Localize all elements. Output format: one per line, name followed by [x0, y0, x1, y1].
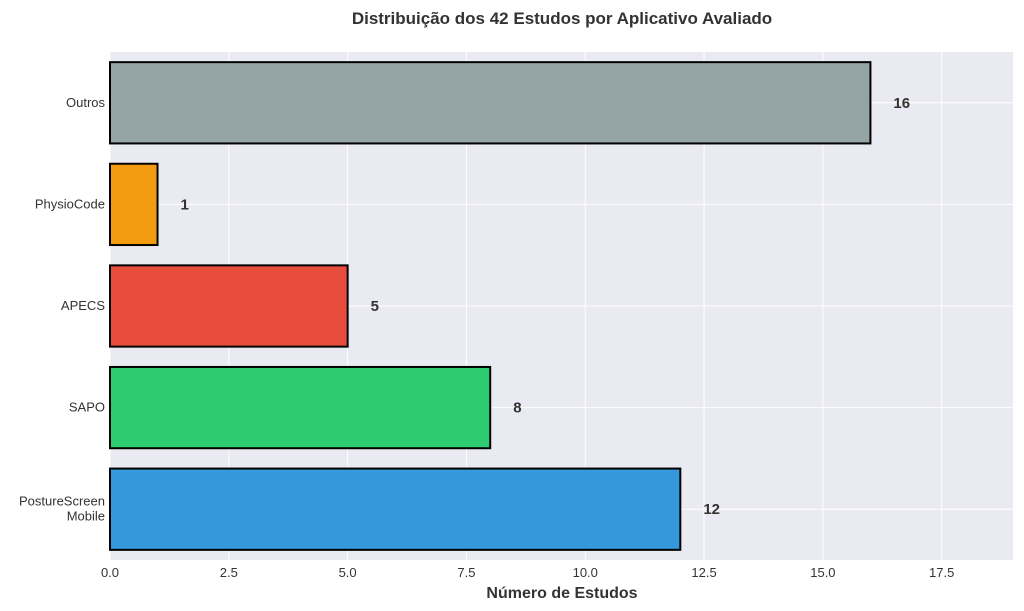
bar-value-label: 12	[703, 501, 720, 518]
category-label: APECS	[61, 298, 105, 313]
x-tick-label: 5.0	[339, 565, 357, 580]
x-tick-labels: 0.0 2.5 5.0 7.5 10.0 12.5 15.0 17.5	[101, 565, 954, 580]
chart-title: Distribuição dos 42 Estudos por Aplicati…	[352, 9, 772, 28]
bar	[109, 264, 349, 348]
value-labels: 12 8 5 1 16	[181, 95, 911, 518]
bar-value-label: 8	[513, 400, 521, 417]
x-tick-label: 0.0	[101, 565, 119, 580]
bar-value-label: 16	[893, 95, 910, 112]
category-label: Outros	[66, 95, 106, 110]
bar	[109, 61, 872, 145]
bar	[109, 365, 492, 450]
bar	[109, 162, 159, 247]
x-tick-label: 7.5	[457, 565, 475, 580]
bar	[109, 467, 682, 551]
bars	[109, 61, 872, 551]
x-tick-label: 15.0	[810, 565, 835, 580]
bar-value-label: 5	[371, 298, 379, 315]
category-label: SAPO	[69, 400, 105, 415]
x-tick-label: 2.5	[220, 565, 238, 580]
category-label: PhysioCode	[35, 196, 105, 211]
x-tick-label: 17.5	[929, 565, 954, 580]
category-labels: PostureScreen Mobile SAPO APECS PhysioCode Ou…	[19, 95, 105, 524]
bar-value-label: 1	[181, 196, 189, 213]
x-tick-label: 10.0	[573, 565, 598, 580]
category-label: PostureScreen Mobile	[19, 494, 105, 524]
x-axis-label: Número de Estudos	[486, 585, 637, 602]
x-tick-label: 12.5	[691, 565, 716, 580]
